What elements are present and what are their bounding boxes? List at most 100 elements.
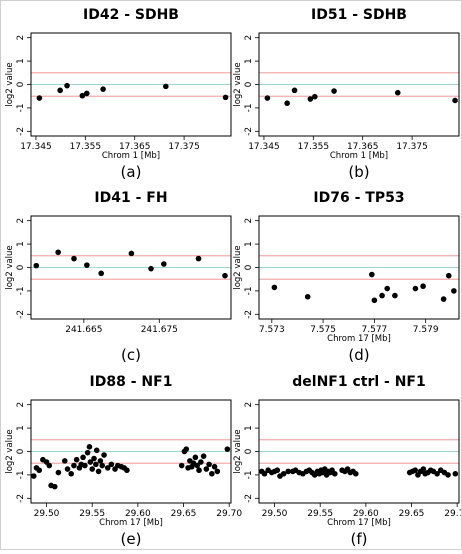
data-point	[161, 261, 167, 267]
data-point	[128, 250, 135, 257]
data-point	[84, 90, 90, 97]
data-point	[284, 100, 290, 107]
data-point	[57, 87, 63, 94]
x-axis-label: Chrom 17 [Mb]	[99, 518, 163, 528]
data-point	[445, 472, 451, 478]
panel-caption: (a)	[121, 163, 142, 181]
x-tick-label: 7.573	[259, 325, 285, 335]
y-tick-label: -1	[244, 286, 254, 295]
data-point	[124, 467, 130, 474]
data-point	[178, 462, 185, 469]
y-tick-label: 0	[244, 448, 254, 454]
data-point	[222, 94, 229, 101]
data-point	[93, 461, 99, 468]
x-axis-label: Chrom 1 [Mb]	[102, 151, 160, 161]
data-point	[51, 483, 58, 490]
y-tick-label: -1	[16, 286, 26, 295]
data-point	[203, 466, 210, 472]
y-tick-label: 1	[16, 58, 26, 64]
data-point	[264, 95, 271, 101]
data-point	[379, 292, 385, 299]
x-tick-label: 29.50	[34, 509, 60, 519]
panel-caption: (b)	[348, 163, 369, 181]
x-tick-label: 29.70	[216, 509, 242, 519]
data-point	[68, 470, 74, 477]
y-tick-label: 0	[16, 448, 26, 454]
x-tick-label: 7.577	[362, 325, 388, 335]
x-tick-label: 29.55	[79, 509, 105, 519]
data-point	[214, 468, 221, 475]
y-axis-label: log2 value	[5, 245, 15, 289]
data-point	[209, 470, 215, 477]
data-point	[452, 470, 459, 477]
data-point	[163, 83, 169, 90]
data-point	[285, 468, 292, 475]
y-axis-label: log2 value	[233, 429, 243, 473]
x-axis-label: Chrom 17 [Mb]	[327, 518, 391, 528]
data-point	[412, 467, 418, 474]
panel-title: ID41 - FH	[94, 190, 167, 206]
y-tick-label: -2	[244, 310, 254, 319]
panel-title: ID88 - NF1	[90, 374, 173, 390]
data-point	[271, 284, 278, 291]
data-point	[101, 452, 107, 458]
y-tick-label: 2	[16, 218, 26, 224]
x-tick-label: 29.60	[353, 509, 379, 519]
data-point	[206, 461, 212, 468]
data-point	[84, 262, 90, 268]
data-point	[148, 265, 154, 272]
y-axis-label: log2 value	[233, 62, 243, 106]
x-tick-label: 241.665	[65, 325, 102, 335]
y-tick-label: -1	[16, 470, 26, 479]
y-tick-label: 1	[244, 425, 254, 431]
data-point	[192, 454, 199, 461]
data-point	[224, 446, 231, 452]
x-tick-label: 17.345	[248, 142, 280, 152]
x-tick-label: 17.355	[70, 142, 102, 152]
data-point	[71, 462, 77, 469]
data-point	[64, 466, 71, 472]
y-tick-label: 2	[244, 218, 254, 224]
data-point	[194, 462, 201, 469]
data-point	[84, 449, 91, 456]
data-point	[36, 467, 43, 474]
panel-title: ID42 - SDHB	[83, 7, 179, 23]
data-point	[97, 458, 104, 464]
data-point	[211, 463, 218, 470]
x-tick-label: 17.355	[298, 142, 330, 152]
data-point	[420, 466, 427, 472]
x-tick-label: 29.65	[171, 509, 197, 519]
panel-caption: (e)	[121, 530, 142, 548]
x-tick-label: 17.365	[347, 142, 379, 152]
data-point	[46, 462, 53, 469]
data-point	[274, 467, 281, 474]
data-point	[99, 462, 106, 469]
data-point	[371, 297, 378, 304]
y-tick-label: 1	[244, 58, 254, 64]
data-point	[451, 288, 457, 294]
x-tick-label: 17.365	[119, 142, 151, 152]
y-tick-label: 0	[244, 81, 254, 87]
x-tick-label: 29.55	[307, 509, 333, 519]
panel-caption: (d)	[348, 346, 369, 364]
data-point	[89, 466, 95, 472]
data-point	[304, 293, 311, 300]
y-tick-label: -2	[16, 494, 26, 503]
x-axis-label: Chrom 17 [Mb]	[327, 334, 391, 344]
x-tick-label: 241.675	[141, 325, 178, 335]
data-point	[440, 296, 447, 302]
data-point	[353, 470, 359, 477]
data-point	[312, 93, 318, 100]
panel-title: ID76 - TP53	[313, 190, 404, 206]
y-tick-label: -1	[244, 470, 254, 479]
data-point	[64, 82, 70, 89]
data-point	[200, 453, 207, 459]
data-point	[196, 467, 202, 474]
y-axis-label: log2 value	[5, 62, 15, 106]
data-point	[87, 459, 94, 465]
data-point	[36, 95, 43, 101]
data-point	[183, 446, 190, 452]
panel-caption: (c)	[121, 346, 141, 364]
